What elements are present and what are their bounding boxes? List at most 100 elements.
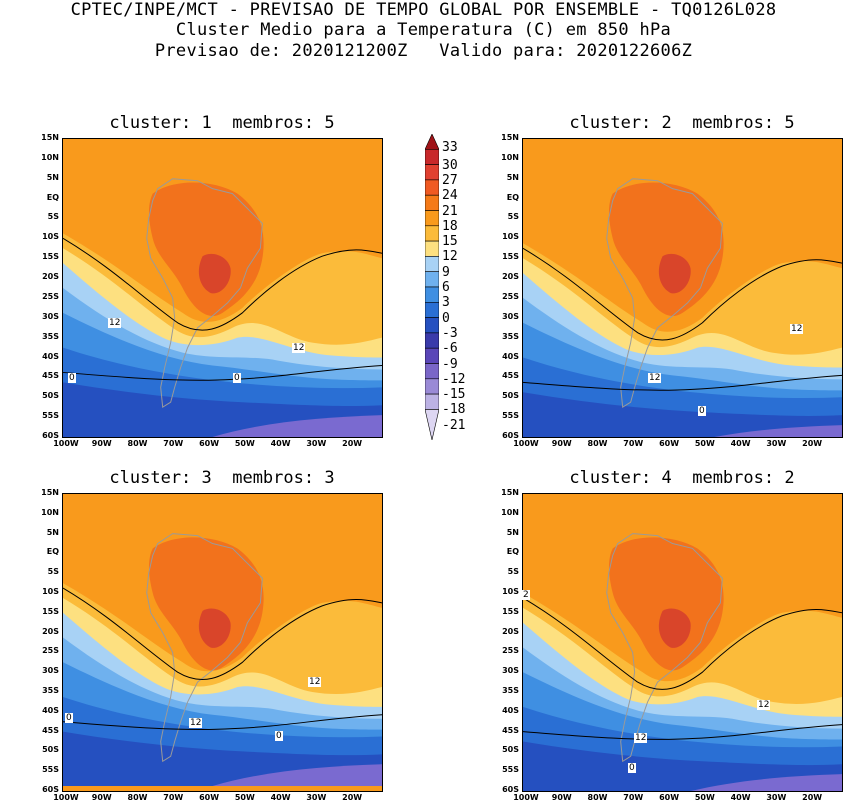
south-america-outline [146,178,263,409]
colorbar-swatch [425,149,439,165]
map-panel-cluster-3 [62,493,383,792]
warm-region [148,537,264,671]
lat-tick-label: 40S [502,351,519,361]
warm-region [148,182,264,316]
panel-title-1: cluster: 1 membros: 5 [109,113,335,133]
lat-tick-label: 25S [502,646,519,656]
lat-tick-label: 30S [502,311,519,321]
south-america-outline [606,533,723,763]
contour-label: 0 [68,373,76,383]
lat-tick-label: 20S [42,272,59,282]
lat-tick-label: 35S [42,331,59,341]
colorbar-label: -9 [442,356,458,372]
colorbar-label: 12 [442,249,458,265]
contour-12 [63,587,382,681]
contour-12 [63,237,382,331]
lon-tick-label: 60W [659,439,680,448]
lat-tick-label: 5S [507,567,519,577]
lat-tick-label: 10S [502,587,519,596]
contour-label: 12 [790,324,804,334]
temperature-band [714,425,842,437]
contour-label: 2 [522,590,530,600]
lat-tick-label: 55S [502,411,519,421]
colorbar-swatch [425,286,439,303]
lat-tick-label: 10S [42,232,59,242]
temperature-band [212,764,382,787]
lon-tick-label: 70W [163,439,184,448]
panel-title-3: cluster: 3 membros: 3 [109,468,335,488]
lat-tick-label: 40S [502,705,519,715]
lat-tick-label: 55S [502,765,519,775]
temperature-field [523,139,842,437]
lon-tick-label: 70W [163,793,184,802]
colorbar-swatch [425,363,439,380]
colorbar-label: 24 [442,188,458,204]
lat-tick-label: 10N [501,507,519,517]
lat-tick-label: 50S [42,391,59,401]
lon-tick-label: 100W [513,439,539,448]
lat-tick-label: 10N [41,152,59,162]
header-line-2: Cluster Medio para a Temperatura (C) em … [175,20,672,40]
map-panel-cluster-1 [62,138,383,438]
temperature-field [523,494,842,791]
colorbar-swatch [425,164,439,181]
lat-tick-label: 30S [42,666,59,676]
lon-tick-label: 60W [199,793,220,802]
lat-tick-label: 45S [42,371,59,381]
lat-tick-label: 30S [42,311,59,321]
lat-tick-label: 35S [502,686,519,695]
lat-tick-label: 5S [47,212,59,222]
header-line-3: Previsao de: 2020121200Z Valido para: 20… [154,41,693,61]
contour-label: 12 [292,343,306,353]
colorbar-label: 21 [442,203,458,219]
lat-tick-label: 20S [42,626,59,636]
lat-tick-label: 5S [507,212,519,222]
lon-tick-label: 50W [694,439,715,448]
lat-tick-label: EQ [46,192,59,202]
hot-core [658,253,691,294]
lon-tick-label: 80W [127,793,148,802]
lat-tick-label: 25S [42,291,59,301]
temperature-field [63,494,382,791]
lat-tick-label: 55S [42,765,59,775]
lat-tick-label: 5S [47,567,59,577]
lat-tick-label: 15S [502,252,519,262]
lat-tick-label: 60S [42,431,59,440]
contour-0 [63,714,382,731]
colorbar-label: 18 [442,218,458,234]
lat-tick-label: 20S [502,626,519,636]
lon-tick-label: 90W [551,439,572,448]
colorbar-swatch [425,409,439,440]
hot-core [198,253,231,294]
lon-tick-label: 20W [342,793,363,802]
colorbar-label: 15 [442,234,458,250]
lat-tick-label: 45S [502,371,519,381]
colorbar-swatch [425,271,439,288]
lon-tick-label: 30W [766,793,787,802]
lat-tick-label: 45S [502,725,519,735]
lat-tick-label: 5N [46,527,59,537]
lat-tick-label: 40S [42,351,59,361]
colorbar-label: 3 [442,295,450,311]
lat-tick-label: 10S [42,587,59,596]
lat-tick-label: 60S [42,785,59,794]
lon-tick-label: 50W [234,793,255,802]
contour-12 [523,597,842,690]
contour-label: 12 [648,373,662,383]
lon-tick-label: 40W [270,793,291,802]
lat-tick-label: EQ [506,547,519,557]
colorbar-label: 27 [442,172,458,188]
lon-tick-label: 80W [587,793,608,802]
contour-0 [63,364,382,381]
colorbar-label: -6 [442,341,458,357]
temperature-band [691,774,842,791]
contour-0 [523,724,842,740]
lat-tick-label: 50S [502,745,519,755]
lat-tick-label: 15N [501,133,519,142]
lon-tick-label: 100W [53,439,79,448]
colorbar-swatch [425,256,439,273]
lon-tick-label: 20W [342,439,363,448]
map-panel-cluster-2 [522,138,843,438]
colorbar-swatch [425,393,439,410]
colorbar-swatch [425,347,439,364]
